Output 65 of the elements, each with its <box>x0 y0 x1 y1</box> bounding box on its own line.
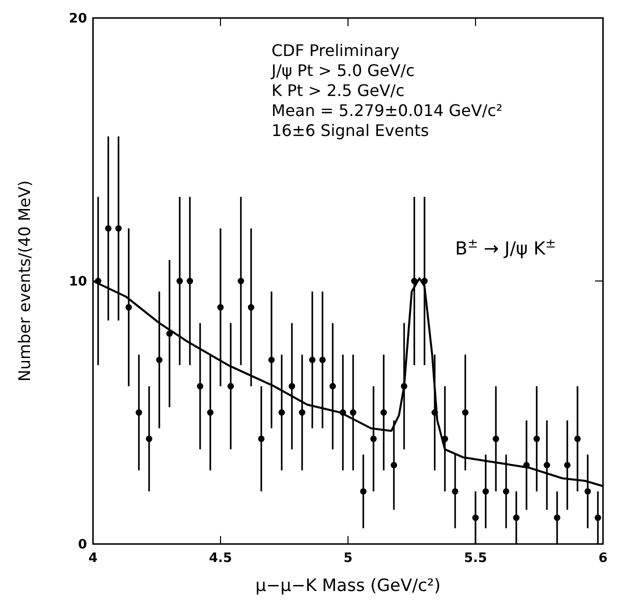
point <box>309 356 316 364</box>
point <box>523 462 530 468</box>
x-axis-title: μ−μ−K Mass (GeV/c²) <box>255 576 441 596</box>
point <box>584 488 591 495</box>
point <box>176 278 183 284</box>
point <box>278 409 285 416</box>
annotation: J/ψ Pt > 5.0 GeV/c <box>270 61 415 80</box>
point <box>390 462 398 468</box>
point <box>217 304 224 310</box>
y-axis-title: Number events/(40 MeV) <box>15 180 34 382</box>
point <box>330 383 336 390</box>
point <box>502 488 510 495</box>
point <box>340 409 346 416</box>
point <box>238 278 244 284</box>
point <box>136 409 142 416</box>
point <box>370 436 377 442</box>
point <box>156 356 162 364</box>
point <box>492 436 500 442</box>
x-tick-label: 4 <box>88 551 98 566</box>
point <box>564 462 570 468</box>
point <box>288 383 296 390</box>
point <box>421 278 428 284</box>
x-tick-label: 5.5 <box>464 551 488 566</box>
point <box>268 356 275 364</box>
annotation: Mean = 5.279±0.014 GeV/c² <box>272 101 503 120</box>
x-tick-label: 5 <box>343 551 353 566</box>
y-tick-label: 10 <box>68 274 87 290</box>
point <box>380 409 387 416</box>
point <box>432 409 438 416</box>
point <box>534 436 540 442</box>
y-tick-label: 20 <box>68 12 87 27</box>
point <box>452 488 458 495</box>
point <box>482 488 489 495</box>
annotation: CDF Preliminary <box>272 41 400 60</box>
annotation: B$^{±}$ → J/ψ K$^{±}$ <box>455 235 556 260</box>
point <box>258 436 264 442</box>
point <box>196 383 204 390</box>
point <box>115 225 122 232</box>
point <box>228 383 234 390</box>
x-tick-label: 4.5 <box>208 551 232 566</box>
point <box>462 409 468 416</box>
point <box>166 330 173 337</box>
annotation: K Pt > 2.5 GeV/c <box>272 81 404 100</box>
point <box>594 514 602 521</box>
point <box>411 278 418 284</box>
point <box>126 304 132 310</box>
point <box>186 278 194 284</box>
point <box>146 436 152 442</box>
point <box>472 514 479 521</box>
point <box>574 436 581 442</box>
point <box>360 488 366 495</box>
point <box>298 409 306 416</box>
point <box>513 514 520 521</box>
point <box>105 225 112 232</box>
point <box>319 356 326 364</box>
point <box>400 383 408 390</box>
point <box>442 436 448 442</box>
point <box>350 409 356 416</box>
x-tick-label: 6 <box>598 551 608 566</box>
point <box>544 462 550 468</box>
point <box>248 304 254 310</box>
point <box>207 409 214 416</box>
point <box>554 514 560 521</box>
annotation: 16±6 Signal Events <box>272 121 429 140</box>
y-tick-label: 0 <box>78 538 87 553</box>
